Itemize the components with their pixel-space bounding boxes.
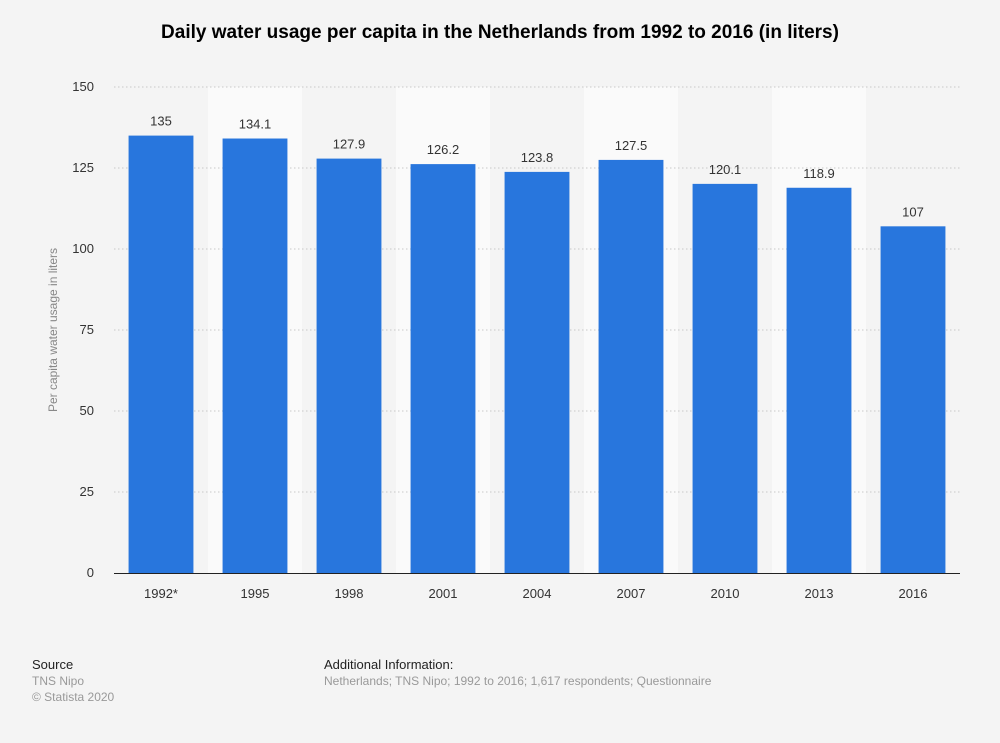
- bar: [786, 187, 852, 574]
- additional-info-heading: Additional Information:: [324, 657, 454, 672]
- bar: [222, 138, 288, 574]
- y-tick-label: 0: [87, 565, 94, 580]
- bar: [316, 158, 382, 573]
- x-tick-label: 1992*: [144, 586, 178, 601]
- value-label: 126.2: [427, 142, 460, 157]
- value-labels: 135 134.1 127.9 126.2 123.8 127.5 120.1 118.9 10…: [150, 114, 924, 220]
- bar: [410, 164, 476, 573]
- x-tick-label: 2013: [805, 586, 834, 601]
- bars: [128, 135, 946, 574]
- bar-chart: 0 25 50 75 100 125 150 135 134.1 127.9 126.2 123.8…: [46, 79, 960, 601]
- y-axis-ticks: 0 25 50 75 100 125 150: [72, 79, 94, 580]
- y-tick-label: 50: [80, 403, 94, 418]
- copyright: © Statista 2020: [32, 690, 115, 704]
- x-tick-label: 1998: [335, 586, 364, 601]
- additional-info-block: Additional Information: Netherlands; TNS…: [324, 657, 711, 689]
- bar: [128, 135, 194, 573]
- y-tick-label: 75: [80, 322, 94, 337]
- value-label: 123.8: [521, 150, 554, 165]
- bar: [880, 226, 946, 573]
- x-tick-label: 1995: [241, 586, 270, 601]
- x-tick-label: 2010: [711, 586, 740, 601]
- chart-title: Daily water usage per capita in the Neth…: [161, 22, 839, 43]
- value-label: 120.1: [709, 162, 742, 177]
- bar: [504, 171, 570, 573]
- x-tick-label: 2004: [523, 586, 552, 601]
- x-axis-ticks: 1992* 1995 1998 2001 2004 2007 2010 2013 2016: [144, 586, 927, 601]
- value-label: 134.1: [239, 117, 272, 132]
- y-tick-label: 25: [80, 484, 94, 499]
- y-axis-label: Per capita water usage in liters: [46, 248, 60, 412]
- value-label: 127.5: [615, 138, 648, 153]
- y-tick-label: 150: [72, 79, 94, 94]
- value-label: 118.9: [803, 166, 835, 181]
- additional-info-text: Netherlands; TNS Nipo; 1992 to 2016; 1,6…: [324, 674, 712, 688]
- source-name: TNS Nipo: [32, 674, 85, 688]
- source-heading: Source: [32, 657, 74, 672]
- value-label: 135: [150, 114, 172, 129]
- y-tick-label: 125: [72, 160, 94, 175]
- x-tick-label: 2007: [617, 586, 646, 601]
- x-tick-label: 2001: [429, 586, 458, 601]
- x-tick-label: 2016: [899, 586, 928, 601]
- y-tick-label: 100: [72, 241, 94, 256]
- bar: [598, 159, 664, 573]
- value-label: 107: [902, 204, 924, 219]
- bar: [692, 183, 758, 573]
- value-label: 127.9: [333, 137, 366, 152]
- source-block: Source TNS Nipo © Statista 2020: [32, 657, 114, 705]
